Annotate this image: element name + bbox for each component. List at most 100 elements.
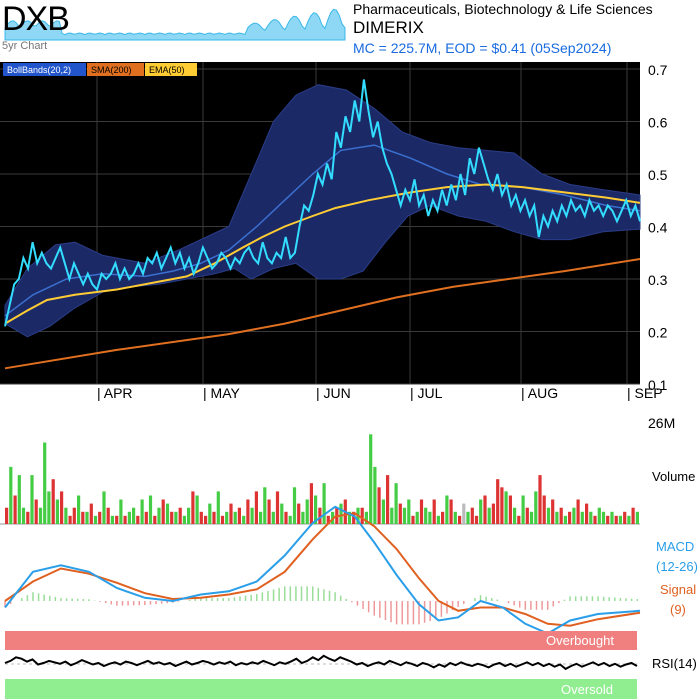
volume-bar [466, 511, 470, 524]
volume-bar [580, 511, 584, 524]
volume-bar [5, 507, 9, 524]
volume-bar [369, 434, 373, 524]
volume-bar [394, 483, 398, 524]
volume-bar [352, 511, 356, 524]
oversold-zone [5, 679, 637, 699]
volume-bar [34, 499, 38, 524]
volume-bar [229, 503, 233, 524]
rsi-label: RSI(14) [652, 656, 697, 671]
volume-bar [309, 483, 313, 524]
volume-bar [55, 499, 59, 524]
volume-bar [576, 499, 580, 524]
volume-bar [500, 487, 504, 524]
volume-bar [47, 491, 51, 524]
volume-bar [610, 511, 614, 524]
ema50-line [4, 183, 641, 325]
volume-bar [127, 511, 131, 524]
price-y-tick-label: 0.3 [648, 272, 668, 288]
volume-bar [225, 511, 229, 524]
volume-bar [140, 499, 144, 524]
volume-bar [364, 511, 368, 524]
volume-bar [597, 507, 601, 524]
price-y-tick-label: 0.7 [648, 62, 668, 78]
month-label: | AUG [521, 385, 558, 401]
volume-bar [123, 515, 127, 524]
volume-bar [115, 515, 119, 524]
volume-bar [398, 503, 402, 524]
volume-bar [424, 507, 428, 524]
volume-bar [280, 503, 284, 524]
volume-bar [93, 515, 98, 524]
volume-bar [51, 479, 55, 524]
volume-bar [314, 495, 318, 524]
macd-panel-label: Signal [660, 582, 696, 597]
volume-bar [254, 491, 258, 524]
volume-bar [119, 499, 123, 524]
volume-bar [132, 507, 136, 524]
volume-bar [521, 495, 525, 524]
volume-bar [411, 515, 415, 524]
volume-bar [318, 507, 322, 524]
sma200-line [4, 258, 641, 370]
volume-bar [546, 507, 551, 524]
volume-bar [483, 495, 487, 524]
volume-bar [301, 511, 305, 524]
volume-bar [263, 487, 267, 524]
volume-bar [288, 515, 292, 524]
volume-bar [402, 507, 407, 524]
month-label: | JUN [316, 385, 351, 401]
volume-bar [568, 511, 572, 524]
volume-bar [153, 515, 157, 524]
signal-line [4, 512, 641, 627]
volume-bar [43, 442, 47, 524]
volume-bar [458, 515, 462, 524]
volume-bar [377, 487, 381, 524]
volume-bar [614, 515, 618, 524]
volume-bar [479, 499, 483, 524]
rsi-line [4, 654, 638, 671]
volume-bar [106, 507, 110, 524]
volume-bar [191, 491, 195, 524]
volume-bar [453, 511, 457, 524]
price-y-tick-label: 0.6 [648, 115, 668, 131]
volume-bar [246, 499, 250, 524]
volume-bar [250, 507, 254, 524]
volume-bar [623, 511, 627, 524]
volume-bar [72, 507, 76, 524]
volume-bar [589, 511, 593, 524]
volume-bar [297, 503, 301, 524]
volume-bar [216, 491, 220, 524]
legend-label: BollBands(20,2) [7, 65, 71, 75]
volume-label: Volume [652, 469, 695, 484]
volume-bar [436, 515, 440, 524]
volume-bar [381, 499, 385, 524]
volume-bar [157, 507, 161, 524]
volume-bar [237, 507, 241, 524]
volume-bar [415, 511, 419, 524]
price-y-tick-label: 0.2 [648, 325, 668, 341]
legend-swatch [87, 63, 144, 76]
volume-bar [85, 511, 89, 524]
five-year-sparkline [4, 8, 346, 41]
volume-bar [305, 499, 309, 524]
volume-bar [271, 511, 275, 524]
volume-bar [627, 515, 631, 524]
month-label: | MAY [203, 385, 240, 401]
oversold-label: Oversold [561, 682, 613, 697]
volume-bar [148, 495, 153, 524]
volume-bar [593, 515, 597, 524]
company-name: DIMERIX [353, 18, 424, 37]
volume-bar [572, 507, 576, 524]
volume-bar [339, 503, 343, 524]
volume-bar [462, 503, 466, 524]
volume-bar [60, 491, 64, 524]
month-label: | SEP [627, 385, 663, 401]
macd-panel-label: (9) [670, 602, 686, 617]
volume-bar [178, 507, 182, 524]
volume-bar [496, 479, 500, 524]
volume-bar [13, 495, 17, 524]
volume-bar [242, 515, 246, 524]
volume-bar [38, 507, 43, 524]
volume-bar [77, 495, 81, 524]
